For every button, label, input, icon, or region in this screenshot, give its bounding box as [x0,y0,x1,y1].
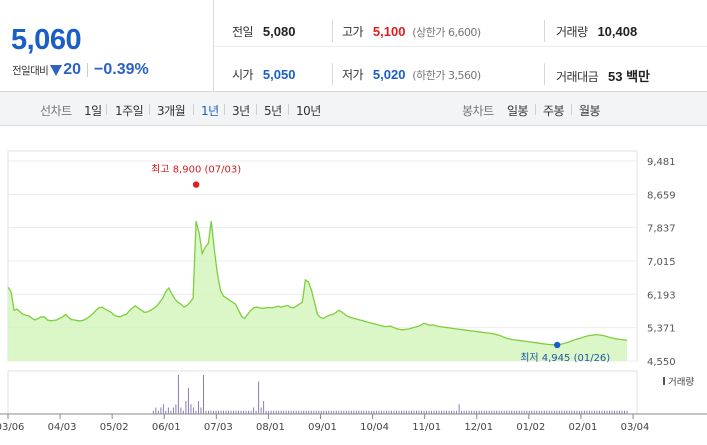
divider [106,104,107,115]
divider [87,63,89,77]
volume-bars: 거래량 [7,370,694,415]
x-tick-label: 02/01 [569,422,598,433]
period-1w-button[interactable]: 1주일 [115,104,144,118]
period-1y-button[interactable]: 1년 [201,104,219,118]
amount-stat: 거래대금 53 백만 [556,66,650,85]
x-tick-label: 03/06 [0,422,24,433]
period-10y-button[interactable]: 10년 [296,104,321,118]
candle-monthly-button[interactable]: 월봉 [579,104,601,118]
open-value: 5,050 [262,67,296,82]
divider [332,20,333,42]
y-tick-label: 4,550 [647,357,676,368]
current-price: 5,060 [11,24,82,56]
high-label: 고가 [342,25,364,39]
price-box: 5,060 전일대비 20 −0.39% [0,0,214,92]
low-value: 5,020 [372,67,406,82]
period-5y-button[interactable]: 5년 [264,104,282,118]
x-tick-label: 07/03 [204,422,233,433]
volume-legend-swatch [663,377,665,385]
period-3y-button[interactable]: 3년 [232,104,250,118]
prev-close-label: 전일 [232,25,254,39]
down-triangle-icon [50,64,63,76]
volume-frame [7,370,638,415]
x-tick-label: 06/01 [152,422,181,433]
diff-label: 전일대비 [12,64,49,77]
amount-label: 거래대금 [556,70,599,84]
divider [224,104,225,115]
period-3m-button[interactable]: 3개월 [157,104,186,118]
x-axis-labels: 03/06 04/03 05/02 06/01 07/03 08/01 09/01 10/04… [0,413,707,433]
volume-value: 10,408 [597,24,638,39]
x-tick-label: 03/04 [621,422,650,433]
max-point-dot [192,181,200,188]
divider [544,20,545,42]
x-tick-label: 01/02 [516,422,545,433]
quote-panel: 5,060 전일대비 20 −0.39% 전일 5,080 고가 5,100 (… [0,0,707,92]
x-tick-label: 04/03 [48,422,77,433]
y-tick-label: 6,193 [647,290,676,301]
volume-legend-label: 거래량 [668,376,694,388]
x-tick-label: 11/01 [412,422,441,433]
x-tick-label: 05/02 [100,422,129,433]
lower-limit: (하한가 3,560) [412,69,481,82]
diff-value: 20 [63,61,82,78]
high-value: 5,100 [372,24,406,39]
period-1d-button[interactable]: 1일 [84,104,102,118]
candle-chart-label: 봉차트 [462,104,494,118]
amount-value: 53 백만 [608,69,650,84]
price-area [8,221,627,361]
x-tick-label: 10/04 [360,422,389,433]
candle-weekly-button[interactable]: 주봉 [543,104,565,118]
prev-close-stat: 전일 5,080 [232,23,295,40]
divider [288,104,289,115]
y-tick-label: 8,659 [647,190,676,201]
chart-toolbar: 선차트 1일 1주일 3개월 1년 3년 5년 10년 봉차트 일봉 주봉 월봉 [0,92,707,126]
min-point-dot [554,341,561,349]
line-chart-label: 선차트 [40,104,72,118]
divider [193,104,194,115]
divider [544,63,545,85]
x-tick-label: 09/01 [308,422,337,433]
price-line [7,220,628,346]
low-label: 저가 [342,68,364,82]
max-point-label: 최고 8,900 (07/03) [151,164,241,176]
open-stat: 시가 5,050 [232,66,295,83]
divider [535,104,536,115]
min-point-label: 최저 4,945 (01/26) [520,352,610,364]
price-chart: 9,481 8,659 7,837 7,015 6,193 5,371 4,550 최고 8… [0,150,707,433]
y-tick-label: 9,481 [647,157,676,168]
y-tick-label: 5,371 [647,324,676,335]
divider [149,104,150,115]
divider [214,46,707,47]
y-tick-label: 7,837 [647,224,676,235]
volume-stat: 거래량 10,408 [556,23,637,40]
x-tick-label: 12/01 [464,422,493,433]
diff-rate: −0.39% [94,61,149,78]
y-axis-labels: 9,481 8,659 7,837 7,015 6,193 5,371 4,550 [647,157,676,368]
upper-limit: (상한가 6,600) [412,26,481,39]
high-stat: 고가 5,100 (상한가 6,600) [342,23,481,40]
volume-label: 거래량 [556,25,588,39]
extreme-markers: 최고 8,900 (07/03) 최저 4,945 (01/26) [151,164,610,364]
open-label: 시가 [232,68,254,82]
divider [571,104,572,115]
divider [332,63,333,85]
candle-daily-button[interactable]: 일봉 [507,104,529,118]
low-stat: 저가 5,020 (하한가 3,560) [342,66,481,83]
prev-close-value: 5,080 [262,24,296,39]
price-change: 전일대비 20 −0.39% [12,61,149,79]
divider [256,104,257,115]
x-tick-label: 08/01 [256,422,285,433]
y-tick-label: 7,015 [647,257,676,268]
